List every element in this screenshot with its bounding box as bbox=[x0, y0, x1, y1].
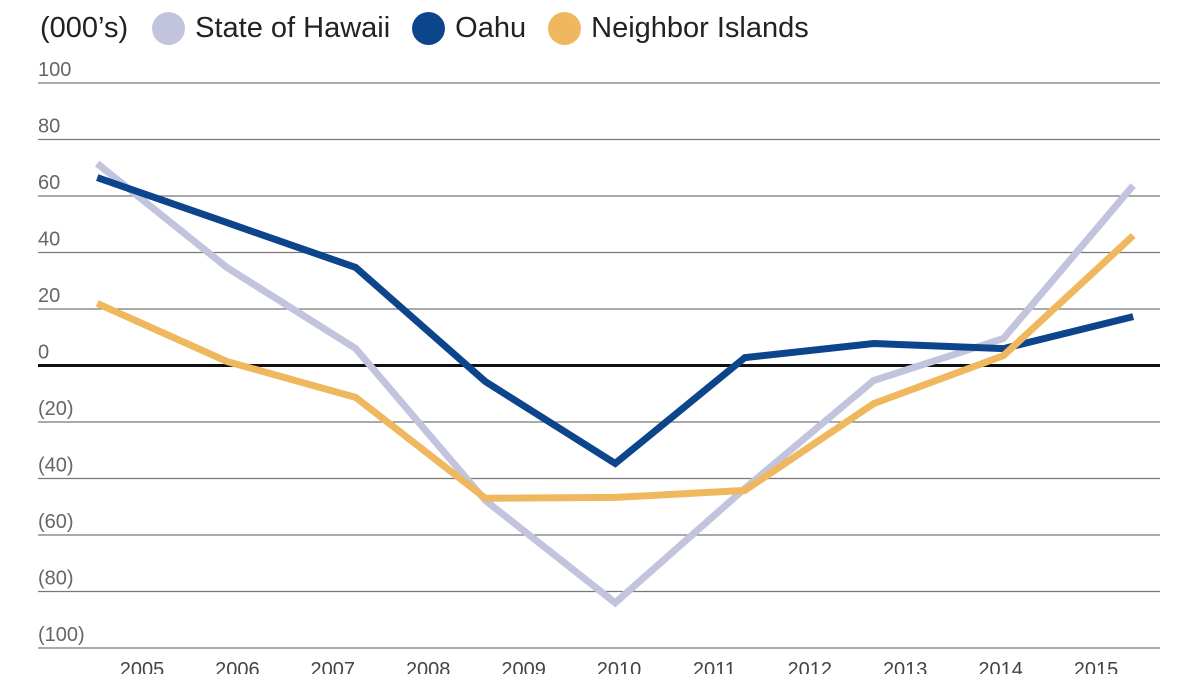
x-tick-label: 2012 bbox=[788, 659, 833, 674]
x-tick-label: 2013 bbox=[883, 659, 928, 674]
legend: (000’s) State of Hawaii Oahu Neighbor Is… bbox=[40, 8, 831, 48]
x-tick-label: 2008 bbox=[406, 659, 451, 674]
series-line-oahu bbox=[96, 174, 1135, 468]
y-tick-label: (40) bbox=[38, 455, 74, 477]
y-tick-label: (80) bbox=[38, 568, 74, 590]
y-tick-label: 40 bbox=[38, 229, 60, 251]
y-tick-label: 80 bbox=[38, 116, 60, 138]
unit-label: (000’s) bbox=[40, 11, 129, 44]
y-tick-label: 60 bbox=[38, 172, 60, 194]
y-tick-label: (60) bbox=[38, 511, 74, 533]
legend-item-neighbor-islands: Neighbor Islands bbox=[548, 11, 809, 45]
legend-swatch-icon bbox=[548, 11, 582, 45]
y-tick-label: 0 bbox=[38, 342, 49, 364]
y-tick-label: (20) bbox=[38, 398, 74, 420]
x-tick-label: 2014 bbox=[978, 659, 1023, 674]
y-tick-label: 20 bbox=[38, 285, 60, 307]
x-tick-label: 2007 bbox=[311, 659, 356, 674]
legend-label: Oahu bbox=[455, 11, 527, 44]
legend-item-state-of-hawaii: State of Hawaii bbox=[152, 11, 391, 45]
x-tick-label: 2015 bbox=[1074, 659, 1119, 674]
legend-swatch-icon bbox=[152, 11, 186, 45]
legend-label: State of Hawaii bbox=[195, 11, 391, 44]
legend-swatch-icon bbox=[412, 11, 446, 45]
x-tick-label: 2010 bbox=[597, 659, 642, 674]
legend-label: Neighbor Islands bbox=[591, 11, 809, 44]
y-tick-label: (100) bbox=[38, 624, 85, 646]
x-tick-label: 2009 bbox=[501, 659, 546, 674]
x-tick-label: 2005 bbox=[120, 659, 165, 674]
x-tick-label: 2006 bbox=[215, 659, 260, 674]
x-tick-label: 2011 bbox=[693, 659, 736, 674]
legend-item-oahu: Oahu bbox=[412, 11, 527, 45]
y-tick-label: 100 bbox=[38, 59, 71, 81]
